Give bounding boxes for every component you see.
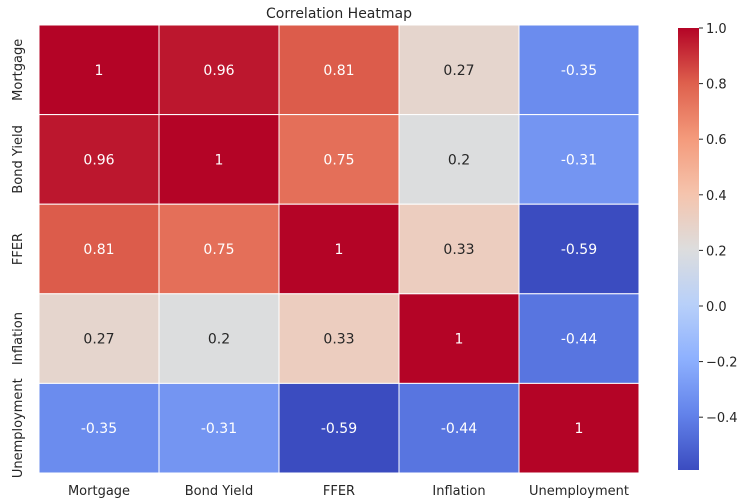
colorbar-gradient [678,28,699,470]
y-tick-label: Mortgage [11,39,26,101]
heatmap-cell [278,114,400,205]
heatmap-cell [158,382,280,474]
cell-annotation: -0.35 [561,63,597,79]
heatmap-cell [38,24,160,116]
cell-annotation: 0.75 [323,152,354,168]
cell-annotation: 0.27 [443,63,474,79]
cell-annotation: -0.59 [321,421,357,437]
cell-annotation: -0.31 [561,152,597,168]
x-tick-label: FFER [323,484,355,499]
heatmap-annotations: 1 0.96 0.81 0.27 -0.35 0.96 1 0.75 0.2 -0.31 0.81 0… [81,63,597,437]
heatmap-cell [158,203,280,295]
heatmap-cell [398,203,520,295]
heatmap-cell [158,293,280,384]
colorbar-tick-label: 0.0 [706,300,727,315]
heatmap-cell [398,293,520,384]
cell-annotation: 0.2 [448,152,470,168]
y-tick-label: Bond Yield [11,125,26,193]
y-axis-tick-labels: Mortgage Bond Yield FFER Inflation Unemploym… [11,39,26,478]
x-tick-label: Unemployment [529,484,629,499]
heatmap-cell [278,293,400,384]
x-tick-label: Bond Yield [185,484,253,499]
cell-annotation: 0.33 [323,332,354,348]
chart-title: Correlation Heatmap [266,6,412,22]
cell-annotation: 0.2 [208,332,230,348]
colorbar: 1.0 0.8 0.6 0.4 0.2 0.0 −0.2 −0.4 [678,22,738,470]
heatmap-cell [38,382,160,474]
colorbar-tick-label: −0.4 [706,411,738,426]
cell-annotation: 0.33 [443,242,474,258]
heatmap-cell [518,114,640,205]
cell-annotation: -0.31 [201,421,237,437]
cell-annotation: 0.81 [323,63,354,79]
x-tick-label: Mortgage [68,484,130,499]
cell-annotation: -0.44 [441,421,477,437]
heatmap-cell [518,24,640,116]
heatmap-cell [518,293,640,384]
colorbar-tick-label: 0.8 [706,78,727,93]
cell-annotation: 0.27 [83,332,114,348]
heatmap-cell [278,203,400,295]
cell-annotation: 1 [335,242,344,258]
heatmap-cell [518,382,640,474]
colorbar-tick-label: −0.2 [706,356,738,371]
cell-annotation: -0.35 [81,421,117,437]
cell-annotation: 1 [215,152,224,168]
heatmap-cell [278,382,400,474]
cell-annotation: 0.96 [203,63,234,79]
cell-annotation: -0.44 [561,332,597,348]
cell-annotation: -0.59 [561,242,597,258]
heatmap-cells [38,24,640,474]
x-tick-label: Inflation [432,484,485,499]
x-axis-tick-labels: Mortgage Bond Yield FFER Inflation Unemploym… [68,484,629,499]
heatmap-cell [518,203,640,295]
cell-annotation: 1 [575,421,584,437]
cell-annotation: 0.81 [83,242,114,258]
y-tick-label: Unemployment [11,378,26,478]
cell-annotation: 1 [95,63,104,79]
colorbar-tick-label: 0.6 [706,133,727,148]
colorbar-tick-label: 0.2 [706,244,727,259]
heatmap-cell [38,293,160,384]
heatmap-cell [278,24,400,116]
colorbar-tick-label: 1.0 [706,22,727,37]
colorbar-tick-label: 0.4 [706,189,727,204]
heatmap-cell [398,24,520,116]
heatmap-cell [38,114,160,205]
y-tick-label: Inflation [11,312,26,365]
heatmap-cell [158,24,280,116]
cell-annotation: 1 [455,332,464,348]
cell-annotation: 0.75 [203,242,234,258]
y-tick-label: FFER [11,233,26,265]
cell-annotation: 0.96 [83,152,114,168]
